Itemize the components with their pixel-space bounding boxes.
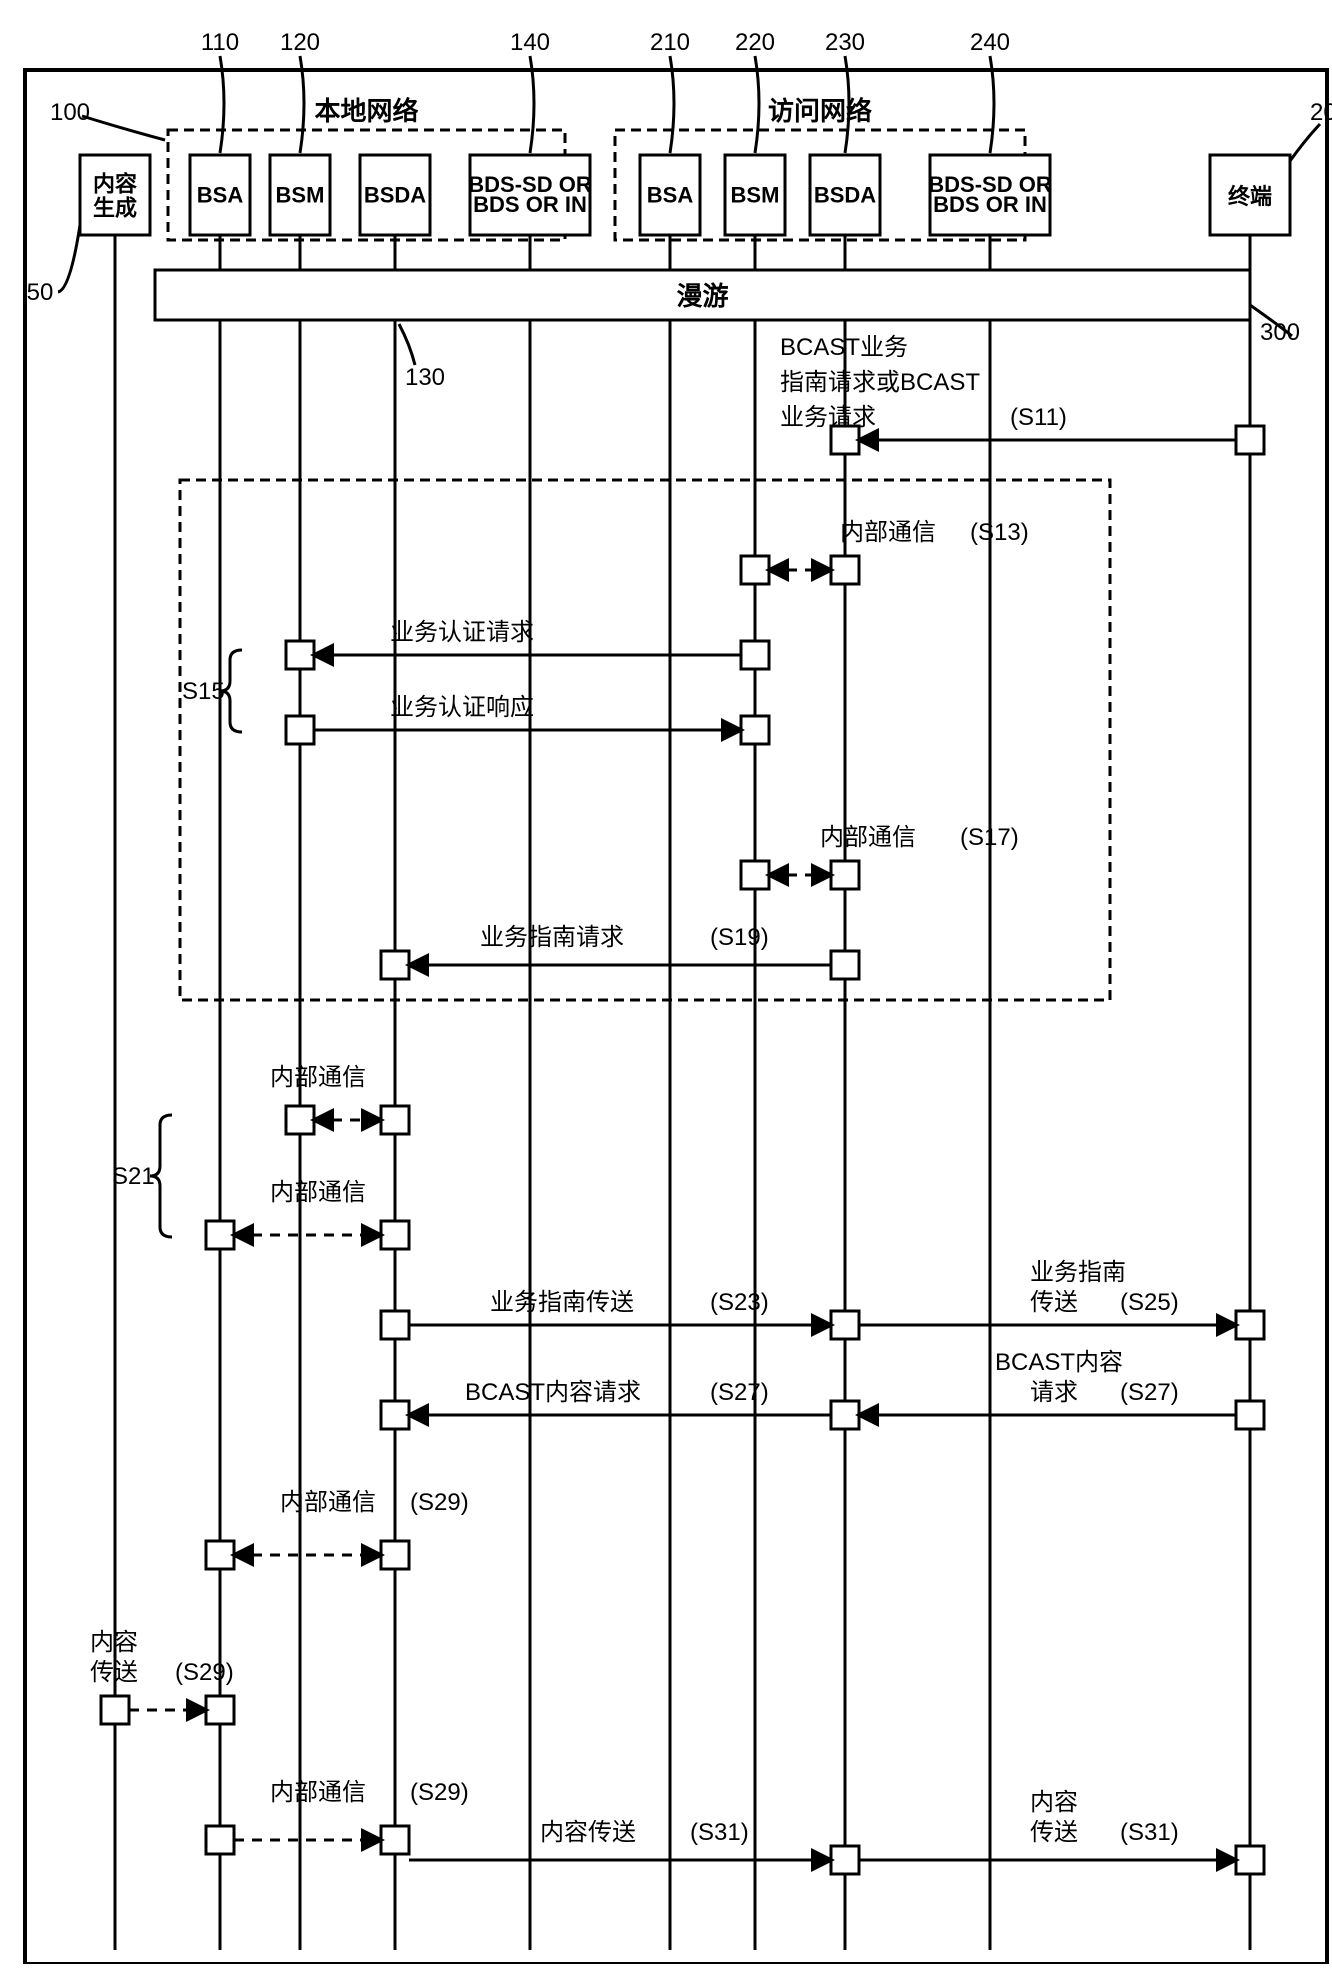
step-label: (S31): [690, 1819, 749, 1846]
message-label: 业务认证请求: [390, 619, 534, 646]
activation-square: [381, 951, 409, 979]
activation-square: [1236, 426, 1264, 454]
message-label: BCAST内容请求: [465, 1379, 641, 1406]
actor-label: 生成: [93, 195, 137, 220]
step-bracket-label: S21: [112, 1163, 155, 1190]
actor-label: 内容: [93, 171, 137, 196]
activation-square: [1236, 1401, 1264, 1429]
activation-square: [741, 641, 769, 669]
activation-square: [831, 426, 859, 454]
message-label: 内部通信: [270, 1779, 366, 1806]
step-label: (S25): [1120, 1289, 1179, 1316]
actor-label: 终端: [1228, 184, 1272, 209]
ref-label: 120: [280, 29, 320, 56]
ref-label: 130: [405, 364, 445, 391]
ref-label: 240: [970, 29, 1010, 56]
ref-label: 50: [27, 279, 54, 306]
message-label: 内部通信: [270, 1064, 366, 1091]
message-label: 传送: [90, 1659, 138, 1686]
activation-square: [831, 861, 859, 889]
activation-square: [286, 641, 314, 669]
group-label: 访问网络: [768, 96, 872, 126]
actor-label: BDS OR IN: [473, 192, 587, 217]
activation-square: [206, 1696, 234, 1724]
message-label: 内部通信: [820, 824, 916, 851]
message-label: 传送: [1030, 1289, 1078, 1316]
message-label: 内容: [90, 1629, 138, 1656]
activation-square: [206, 1541, 234, 1569]
message-label: 业务指南请求: [480, 924, 624, 951]
ref-label: 140: [510, 29, 550, 56]
actor-label: BSA: [197, 183, 244, 208]
step-bracket-label: S15: [182, 678, 225, 705]
actor-label: BSDA: [364, 183, 426, 208]
activation-square: [831, 1311, 859, 1339]
activation-square: [381, 1401, 409, 1429]
message-label: 内容: [1030, 1789, 1078, 1816]
activation-square: [741, 716, 769, 744]
activation-square: [381, 1221, 409, 1249]
activation-square: [741, 556, 769, 584]
message-label: 指南请求或BCAST: [780, 369, 980, 396]
group-label: 本地网络: [314, 96, 418, 126]
message-label: BCAST业务: [780, 334, 908, 361]
message-label: 内部通信: [840, 519, 936, 546]
step-label: (S17): [960, 824, 1019, 851]
step-label: (S23): [710, 1289, 769, 1316]
activation-square: [286, 716, 314, 744]
message-label: 传送: [1030, 1819, 1078, 1846]
step-label: (S13): [970, 519, 1029, 546]
sequence-diagram: 本地网络访问网络内容生成50BSA110BSM120BSDA130BDS-SD …: [10, 10, 1332, 1964]
activation-square: [206, 1826, 234, 1854]
message-label: 业务指南传送: [490, 1289, 634, 1316]
message-label: 业务认证响应: [390, 694, 534, 721]
ref-label: 220: [735, 29, 775, 56]
step-label: (S27): [710, 1379, 769, 1406]
activation-square: [1236, 1846, 1264, 1874]
activation-square: [286, 1106, 314, 1134]
activation-square: [206, 1221, 234, 1249]
step-label: (S27): [1120, 1379, 1179, 1406]
roam-label: 漫游: [676, 281, 728, 311]
message-label: BCAST内容: [995, 1349, 1123, 1376]
activation-square: [831, 556, 859, 584]
actor-label: BSM: [731, 183, 780, 208]
actor-label: BSDA: [814, 183, 876, 208]
message-label: 内部通信: [280, 1489, 376, 1516]
message-label: 内部通信: [270, 1179, 366, 1206]
step-label: (S29): [410, 1779, 469, 1806]
ref-label: 230: [825, 29, 865, 56]
step-label: (S31): [1120, 1819, 1179, 1846]
message-label: 业务请求: [780, 404, 876, 431]
message-label: 内容传送: [540, 1819, 636, 1846]
step-label: (S29): [175, 1659, 234, 1686]
ref-label: 110: [201, 29, 239, 56]
actor-label: BDS OR IN: [933, 192, 1047, 217]
actor-label: BSA: [647, 183, 694, 208]
activation-square: [381, 1311, 409, 1339]
activation-square: [101, 1696, 129, 1724]
ref-label: 300: [1260, 319, 1300, 346]
ref-label: 210: [650, 29, 690, 56]
message-label: 业务指南: [1030, 1259, 1126, 1286]
activation-square: [741, 861, 769, 889]
step-label: (S29): [410, 1489, 469, 1516]
message-label: 请求: [1030, 1379, 1078, 1406]
activation-square: [831, 1401, 859, 1429]
activation-square: [381, 1106, 409, 1134]
group-box: [180, 480, 1110, 1000]
activation-square: [831, 1846, 859, 1874]
step-label: (S11): [1010, 404, 1067, 431]
ref-label: 100: [50, 99, 90, 126]
activation-square: [381, 1541, 409, 1569]
activation-square: [831, 951, 859, 979]
activation-square: [1236, 1311, 1264, 1339]
activation-square: [381, 1826, 409, 1854]
step-label: (S19): [710, 924, 769, 951]
actor-label: BSM: [276, 183, 325, 208]
ref-label: 200: [1310, 99, 1332, 126]
